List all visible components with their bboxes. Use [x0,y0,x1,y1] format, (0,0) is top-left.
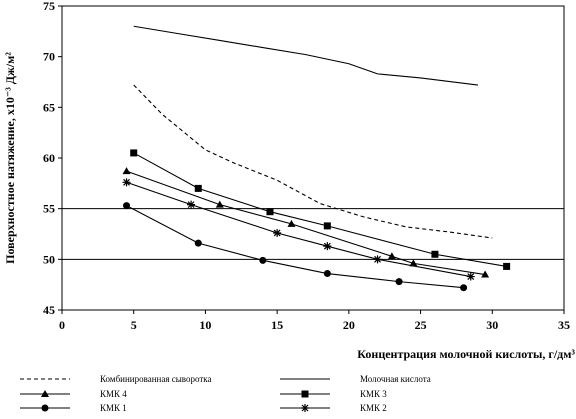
legend-item: КМК 4 [20,389,127,399]
data-point-triangle [481,270,490,278]
legend-item: Комбинированная сыворотка [20,374,212,384]
data-point-square [130,149,138,157]
data-point-star [187,200,196,209]
axis-ticks: 0 5 10 15 20 25 30 35 45 50 55 60 65 70 75 [43,0,570,332]
legend-label: Комбинированная сыворотка [100,374,212,384]
data-point-circle [259,256,267,264]
x-axis-title: Концентрация молочной кислоты, г/дм³ [357,347,575,361]
data-point-triangle [287,219,296,227]
data-point-circle [194,239,202,247]
legend-label: КМК 1 [100,403,127,413]
y-axis-title: Поверхностное натяжение, х10⁻³ Дж/м² [3,52,17,264]
data-point-star [122,178,131,187]
x-tick-label: 5 [131,318,137,332]
series-lines [126,25,507,289]
series-line-4 [133,152,507,267]
data-point-square [266,208,274,216]
series-line-1 [133,84,493,239]
data-point-triangle [215,200,224,208]
x-tick-label: 15 [271,318,283,332]
y-tick-label: 70 [43,50,55,64]
x-tick-label: 20 [343,318,355,332]
x-tick-label: 35 [558,318,570,332]
y-tick-label: 65 [43,100,55,114]
data-point-triangle [122,167,131,175]
legend-item: КМК 2 [280,403,387,413]
series-line-5 [126,205,464,289]
series-line-3 [126,170,486,276]
y-tick-label: 55 [43,202,55,216]
y-tick-label: 75 [43,0,55,13]
legend-label: КМК 3 [360,389,387,399]
data-point-triangle [387,252,396,260]
legend-item: КМК 1 [20,403,127,413]
legend-item: Молочная кислота [280,374,431,384]
y-tick-label: 60 [43,151,55,165]
legend-marker [301,404,309,412]
legend-marker [301,390,309,398]
data-point-star [466,272,475,281]
data-point-square [503,262,511,270]
series-line-6 [126,181,471,278]
data-point-square [323,222,331,230]
legend-item: КМК 3 [280,389,387,399]
data-point-square [194,184,202,192]
data-point-star [323,242,332,251]
x-tick-label: 30 [486,318,498,332]
series-line-2 [133,25,479,86]
plot-area [61,5,565,311]
legend: Комбинированная сыворотка Молочная кислот… [20,374,431,413]
data-point-square [431,250,439,258]
data-point-star [373,255,382,264]
data-point-circle [323,270,331,278]
y-tick-label: 50 [43,252,55,266]
grid-lines [62,208,564,260]
x-tick-label: 25 [415,318,427,332]
legend-label: Молочная кислота [360,374,431,384]
x-tick-label: 0 [59,318,65,332]
data-point-circle [460,284,468,292]
data-point-star [273,228,282,237]
data-point-circle [123,202,131,210]
data-point-triangle [409,259,418,267]
legend-label: КМК 4 [100,389,127,399]
legend-marker [41,404,49,412]
x-tick-label: 10 [199,318,211,332]
y-tick-label: 45 [43,303,55,317]
legend-marker [41,390,49,397]
series-markers [122,149,511,292]
legend-label: КМК 2 [360,403,387,413]
data-point-circle [395,278,403,286]
